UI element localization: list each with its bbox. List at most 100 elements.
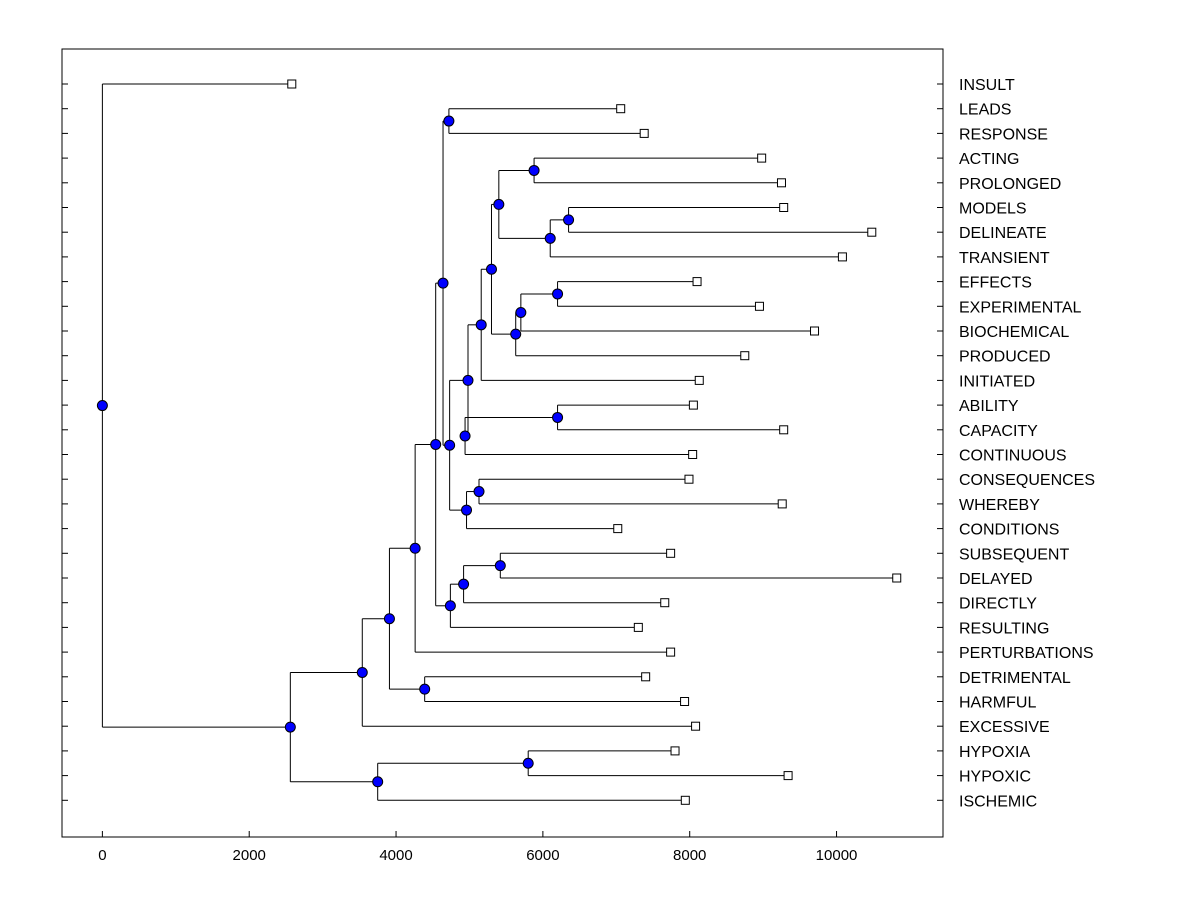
merge-node-n_updh_excessive — [356, 666, 368, 678]
leaf-labels: INSULT LEADS RESPONSE ACTING PROLONGED MODELS… — [959, 77, 1095, 810]
merge-node-n_consequences_whereby — [473, 486, 485, 498]
leaf-marker-transient — [837, 252, 847, 262]
x-axis: 0 2000 4000 6000 8000 10000 — [98, 831, 857, 864]
leaf-marker-hypoxic — [783, 771, 793, 781]
leaf-label-experimental: EXPERIMENTAL — [959, 299, 1082, 316]
leaf-label-excessive: EXCESSIVE — [959, 719, 1050, 736]
x-tick-label-2000: 2000 — [233, 847, 266, 864]
leaf-label-prolonged: PROLONGED — [959, 176, 1061, 193]
x-tick-label-8000: 8000 — [673, 847, 706, 864]
leaf-label-acting: ACTING — [959, 151, 1019, 168]
merge-node-n_md_transient — [544, 232, 556, 244]
merge-node-n_sd_directly — [458, 578, 470, 590]
merge-node-n_xi_acc — [462, 374, 474, 386]
leaf-label-delayed: DELAYED — [959, 571, 1033, 588]
leaf-label-effects: EFFECTS — [959, 275, 1032, 292]
merge-node-n_sdd_resulting — [444, 600, 456, 612]
leaf-marker-delineate — [867, 227, 877, 237]
leaf-marker-perturbations — [666, 647, 676, 657]
merge-node-n_eeb_produced — [510, 328, 522, 340]
leaf-marker-whereby — [777, 499, 787, 509]
x-tick-label-6000: 6000 — [526, 847, 559, 864]
leaf-marker-models — [779, 203, 789, 212]
leaf-marker-delayed — [892, 573, 902, 583]
merge-node-n_big_cwc — [444, 439, 456, 451]
x-tick-label-10000: 10000 — [816, 847, 858, 864]
merge-node-n_leads_response — [443, 115, 455, 127]
leaf-marker-ability — [688, 400, 698, 410]
leaf-label-delineate: DELINEATE — [959, 225, 1047, 242]
leaf-label-transient: TRANSIENT — [959, 250, 1050, 267]
merge-node-n_acting_prolonged — [528, 164, 540, 176]
leaf-label-leads: LEADS — [959, 102, 1011, 119]
merge-node-n_models_delineate — [563, 214, 575, 226]
leaf-marker-experimental — [754, 301, 764, 311]
leaf-label-insult: INSULT — [959, 77, 1015, 94]
merge-node-n_ac_continuous — [459, 430, 471, 442]
leaf-marker-acting — [757, 153, 767, 163]
leaf-marker-consequences — [684, 474, 694, 484]
leaf-marker-hypoxia — [670, 746, 680, 756]
x-tick-label-4000: 4000 — [379, 847, 412, 864]
leaf-label-ischemic: ISCHEMIC — [959, 793, 1037, 810]
x-tick-label-0: 0 — [98, 847, 106, 864]
leaf-marker-resulting — [633, 622, 643, 632]
leaf-marker-initiated — [694, 375, 704, 385]
leaf-marker-subsequent — [666, 548, 676, 558]
merge-node-n_root — [96, 400, 108, 412]
leaf-marker-produced — [740, 351, 750, 361]
leaf-marker-directly — [660, 598, 670, 608]
merge-node-n_u_perturbations — [409, 542, 421, 554]
leaf-marker-ischemic — [680, 795, 690, 805]
merge-node-n_hh_ischemic — [372, 776, 384, 788]
leaf-label-subsequent: SUBSEQUENT — [959, 546, 1069, 563]
merge-node-n_up_dh — [383, 613, 395, 625]
leaf-marker-prolonged — [776, 178, 786, 188]
leaf-marker-response — [639, 128, 649, 138]
leaf-label-ability: ABILITY — [959, 398, 1019, 415]
leaf-markers — [287, 79, 902, 805]
merge-node-n_detrimental_harmful — [419, 683, 431, 695]
merge-node-n_x_initiated — [475, 319, 487, 331]
merge-nodes — [96, 115, 575, 788]
merge-node-n_cw_conditions — [461, 504, 473, 516]
leaf-label-hypoxia: HYPOXIA — [959, 744, 1030, 761]
leaf-marker-harmful — [680, 697, 690, 706]
leaf-marker-insult — [287, 79, 297, 89]
leaf-marker-conditions — [613, 524, 623, 534]
leaf-label-models: MODELS — [959, 201, 1027, 218]
leaf-label-consequences: CONSEQUENCES — [959, 472, 1095, 489]
leaf-label-initiated: INITIATED — [959, 373, 1035, 390]
leaf-label-detrimental: DETRIMENTAL — [959, 670, 1071, 687]
merge-node-n_upper_sddr — [430, 438, 442, 450]
leaf-label-response: RESPONSE — [959, 126, 1048, 143]
leaf-label-directly: DIRECTLY — [959, 596, 1037, 613]
leaf-marker-effects — [692, 277, 702, 287]
merge-node-n_hypoxia_hypoxic — [522, 757, 534, 769]
merge-node-n_effects_experimental — [552, 288, 564, 300]
leaf-label-hypoxic: HYPOXIC — [959, 769, 1031, 786]
leaf-label-biochemical: BIOCHEMICAL — [959, 324, 1069, 341]
merge-node-n_ap_mdt — [493, 198, 505, 210]
merge-node-n_ability_capacity — [552, 411, 564, 423]
merge-node-n_lr_big — [437, 277, 449, 289]
leaf-marker-biochemical — [810, 326, 820, 336]
merge-node-n_subsequent_delayed — [494, 560, 506, 572]
merge-node-n_ee_biochemical — [515, 306, 527, 318]
leaf-marker-capacity — [779, 425, 789, 435]
leaf-label-capacity: CAPACITY — [959, 423, 1038, 440]
leaf-label-harmful: HARMFUL — [959, 695, 1036, 712]
leaf-label-perturbations: PERTURBATIONS — [959, 645, 1094, 662]
leaf-label-whereby: WHEREBY — [959, 497, 1040, 514]
leaf-marker-detrimental — [641, 672, 651, 682]
plot-area — [61, 48, 944, 838]
leaf-label-continuous: CONTINUOUS — [959, 448, 1067, 465]
leaf-marker-excessive — [691, 721, 701, 731]
leaf-label-resulting: RESULTING — [959, 620, 1049, 637]
leaf-marker-leads — [616, 104, 626, 114]
leaf-label-conditions: CONDITIONS — [959, 522, 1059, 539]
y-tick-marks — [62, 83, 943, 801]
leaf-marker-continuous — [688, 450, 698, 459]
